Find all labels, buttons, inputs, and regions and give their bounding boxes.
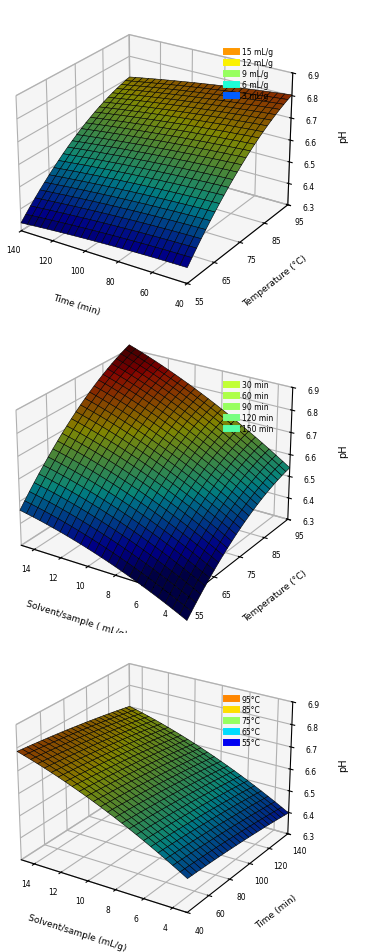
Legend: 95°C, 85°C, 75°C, 65°C, 55°C: 95°C, 85°C, 75°C, 65°C, 55°C bbox=[223, 692, 264, 750]
Y-axis label: Temperature (°C): Temperature (°C) bbox=[242, 568, 309, 624]
Legend: 15 mL/g, 12 mL/g, 9 mL/g, 6 mL/g, 3 mL/g: 15 mL/g, 12 mL/g, 9 mL/g, 6 mL/g, 3 mL/g bbox=[223, 45, 276, 104]
Y-axis label: Temperature (°C): Temperature (°C) bbox=[242, 254, 309, 309]
X-axis label: Solvent/sample (mL/g): Solvent/sample (mL/g) bbox=[27, 913, 127, 952]
X-axis label: Solvent/sample ( mL/g): Solvent/sample ( mL/g) bbox=[25, 598, 128, 639]
Y-axis label: Time (min): Time (min) bbox=[255, 893, 299, 930]
Legend: 30 min, 60 min, 90 min, 120 min, 150 min: 30 min, 60 min, 90 min, 120 min, 150 min bbox=[223, 378, 276, 436]
X-axis label: Time (min): Time (min) bbox=[52, 292, 102, 316]
